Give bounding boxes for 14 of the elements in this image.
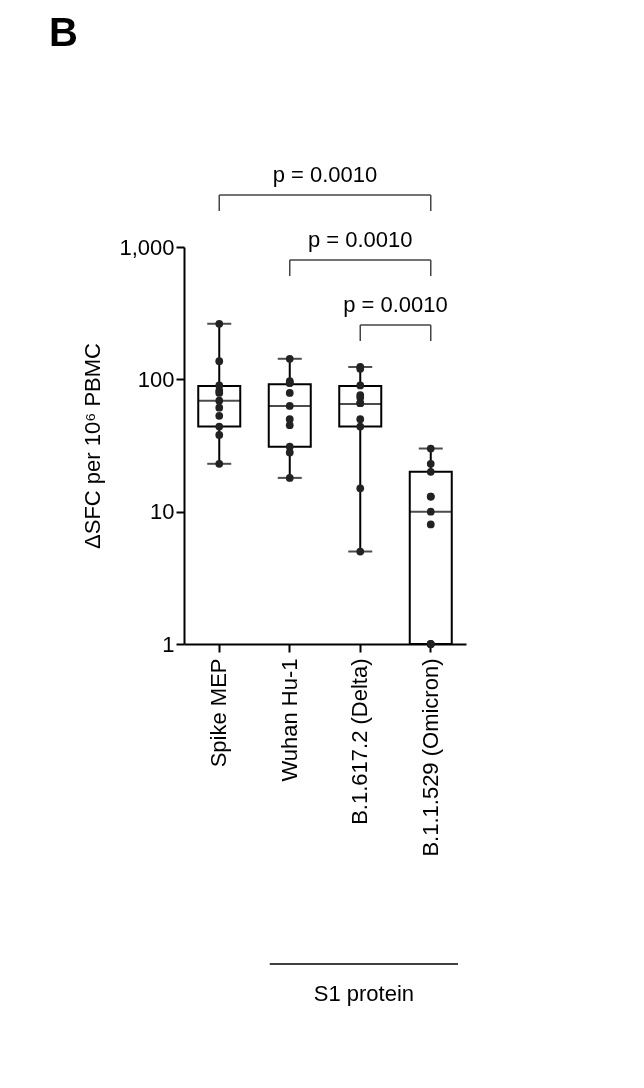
x-tick-label: B.1.1.529 (Omicron): [417, 658, 443, 857]
x-tick-label: B.1.617.2 (Delta): [347, 658, 373, 825]
annotation: p = 0.0010: [343, 292, 448, 317]
annotation: p = 0.0010: [307, 227, 413, 252]
y-tick-label: 1,000: [119, 234, 175, 260]
y-axis-title: ΔSFC per 10⁶ PBMC: [80, 342, 106, 549]
chart-title: B: [48, 10, 78, 54]
x-tick-label: Spike MEP: [206, 658, 232, 768]
text: S1 protein: [313, 981, 415, 1006]
y-tick-label: 1: [162, 631, 175, 657]
y-tick-label: 10: [150, 499, 175, 525]
y-tick-label: 100: [137, 366, 175, 392]
text: p = 0.0010: [272, 162, 378, 187]
x-tick-label: Wuhan Hu-1: [276, 658, 302, 782]
